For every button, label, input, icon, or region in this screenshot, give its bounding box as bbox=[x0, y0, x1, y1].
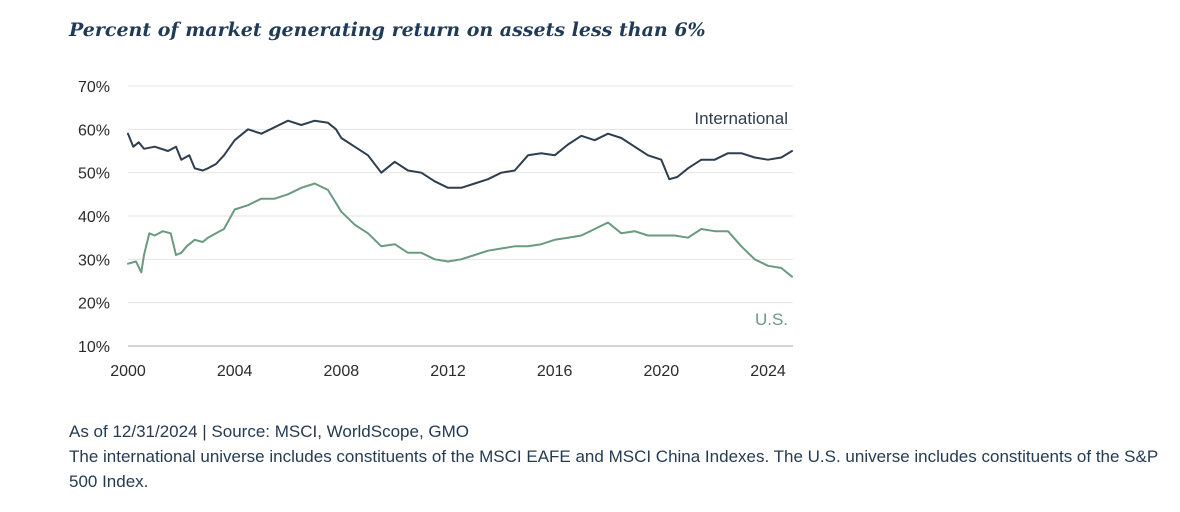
y-tick-label: 50% bbox=[78, 166, 110, 183]
source-note: As of 12/31/2024 | Source: MSCI, WorldSc… bbox=[69, 422, 470, 441]
us-label: U.S. bbox=[755, 310, 788, 329]
series-lines bbox=[127, 119, 793, 278]
x-tick-label: 2020 bbox=[644, 363, 680, 380]
line-chart: 10%20%30%40%50%60%70% 2000 2004 2008 2012 20… bbox=[78, 79, 793, 380]
us-series-line bbox=[127, 182, 793, 278]
x-tick-label: 2000 bbox=[110, 363, 146, 380]
gridlines bbox=[128, 85, 793, 347]
x-tick-label: 2012 bbox=[430, 363, 466, 380]
chart-title: Percent of market generating return on a… bbox=[69, 19, 706, 41]
chart-footer: As of 12/31/2024 | Source: MSCI, WorldSc… bbox=[69, 419, 1169, 494]
x-tick-label: 2024 bbox=[750, 363, 786, 380]
universe-note: The international universe includes cons… bbox=[69, 447, 1158, 491]
x-tick-label: 2004 bbox=[217, 363, 253, 380]
y-tick-label: 40% bbox=[78, 209, 110, 226]
y-axis-ticks: 10% 20% 30% 40% 50% 60% 70% bbox=[78, 79, 110, 356]
y-tick-label: 70% bbox=[78, 79, 110, 96]
series-labels: International U.S. bbox=[694, 109, 788, 329]
y-tick-label: 10% bbox=[78, 339, 110, 356]
y-tick-label: 30% bbox=[78, 252, 110, 269]
x-tick-label: 2016 bbox=[537, 363, 573, 380]
international-series-line bbox=[127, 119, 793, 189]
x-axis-ticks: 2000 2004 2008 2012 2016 2020 2024 bbox=[110, 363, 786, 380]
international-label: International bbox=[694, 109, 788, 128]
y-tick-label: 20% bbox=[78, 296, 110, 313]
y-tick-label: 60% bbox=[78, 122, 110, 139]
x-tick-label: 2008 bbox=[324, 363, 360, 380]
